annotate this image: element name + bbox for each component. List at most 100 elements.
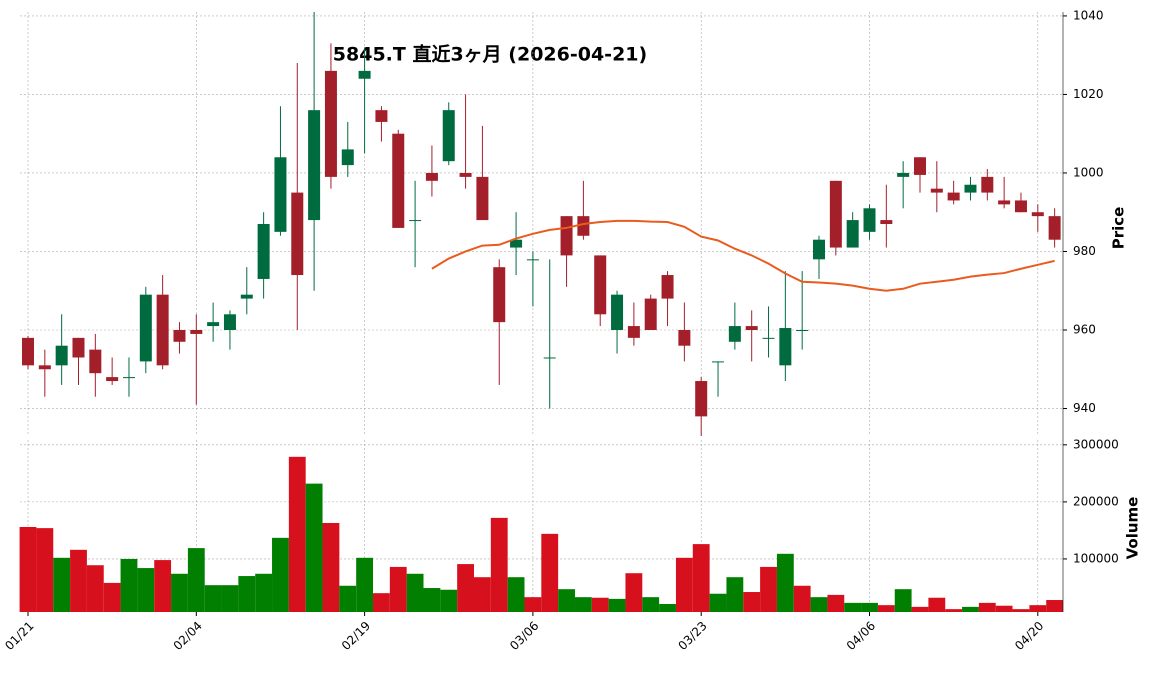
x-tick-label: 04/20 <box>1012 619 1046 653</box>
volume-bar <box>911 606 929 612</box>
volume-bar <box>995 605 1013 612</box>
volume-bar <box>440 589 458 612</box>
volume-bar <box>373 593 390 612</box>
volume-bar <box>288 456 306 612</box>
candle-body <box>291 192 304 276</box>
y-tick-label: 980 <box>1073 244 1096 258</box>
volume-bar <box>524 597 542 612</box>
volume-bar <box>574 597 592 612</box>
chart-title: 5845.T 直近3ヶ月 (2026-04-21) <box>333 43 647 66</box>
candle-body <box>89 349 102 374</box>
candle-body <box>846 220 859 248</box>
volume-bar <box>339 585 357 612</box>
candle-body <box>122 377 135 379</box>
volume-bar <box>137 568 155 612</box>
volume-bar <box>204 585 222 612</box>
volume-bar <box>1046 600 1064 612</box>
candle-body <box>981 176 994 193</box>
candle-body <box>930 188 943 193</box>
candle-body <box>510 239 523 248</box>
volume-bar <box>507 577 525 612</box>
volume-bar <box>120 558 138 612</box>
candle-body <box>1014 200 1027 213</box>
volume-bar <box>356 557 374 612</box>
candle-body <box>543 357 556 359</box>
volume-bar <box>894 589 912 612</box>
moving-average-line <box>431 219 1055 292</box>
volume-bar <box>238 576 256 612</box>
candle-body <box>392 133 405 228</box>
volume-bar <box>709 593 727 612</box>
candle-body <box>728 326 741 342</box>
y-tick-label: 1040 <box>1073 8 1104 22</box>
candle-body <box>964 184 977 193</box>
candle-body <box>476 176 489 221</box>
candle-body <box>425 172 438 181</box>
candle-body <box>577 216 590 236</box>
volume-bar <box>877 605 895 612</box>
volume-bar <box>154 560 172 612</box>
candle-body <box>139 294 152 362</box>
volume-bar <box>675 557 693 612</box>
volume-bar <box>490 517 508 612</box>
y-tick-label: 1020 <box>1073 87 1104 101</box>
candle-body <box>880 220 893 224</box>
volume-bar <box>928 597 946 612</box>
volume-bar <box>221 585 239 612</box>
candle-body <box>223 314 236 330</box>
volume-bar <box>19 526 37 612</box>
x-tick-label: 03/06 <box>507 619 541 653</box>
y-tick-label: 100000 <box>1073 551 1119 565</box>
candle-body <box>998 200 1011 205</box>
volume-bar <box>625 573 643 612</box>
candle-body <box>829 180 842 248</box>
candle-body <box>358 70 371 79</box>
volume-bar <box>305 483 323 612</box>
candle-body <box>308 110 321 221</box>
volume-bar <box>659 604 676 612</box>
candle-body <box>526 259 539 261</box>
candle-body <box>257 224 270 279</box>
candle-body <box>240 294 253 299</box>
candle-body <box>459 172 472 177</box>
volume-bar <box>103 582 121 612</box>
candle-body <box>627 326 640 338</box>
volume-bar <box>406 573 424 612</box>
volume-bar <box>36 528 54 612</box>
x-tick-label: 02/04 <box>171 619 205 653</box>
volume-bar <box>541 533 559 612</box>
volume-bar <box>171 573 188 612</box>
volume-bar <box>642 597 660 612</box>
volume-bar <box>86 565 104 612</box>
candle-body <box>72 337 85 358</box>
volume-bar <box>70 549 87 612</box>
y-tick-label: 300000 <box>1073 437 1119 451</box>
candle-body <box>947 192 960 201</box>
volume-bar <box>272 537 289 612</box>
y-tick-label: 940 <box>1073 401 1096 415</box>
candle-body <box>173 330 186 342</box>
candle-body <box>190 330 203 334</box>
candle-body <box>106 377 119 382</box>
x-tick-label: 02/19 <box>339 619 373 653</box>
candle-body <box>341 149 354 166</box>
volume-bar <box>945 609 963 612</box>
volume-bar <box>793 585 811 612</box>
candle-body <box>644 298 657 330</box>
volume-bar <box>861 602 878 612</box>
volume-bar <box>1029 605 1047 612</box>
candle-body <box>897 172 910 177</box>
volume-bar <box>1012 609 1030 612</box>
candle-body <box>678 330 691 346</box>
volume-bar <box>962 606 979 612</box>
candle-body <box>695 381 708 417</box>
volume-bar <box>558 589 575 612</box>
candle-body <box>611 294 624 330</box>
volume-bar <box>844 602 862 612</box>
volume-bar <box>389 566 407 612</box>
candle-body <box>762 337 775 339</box>
candle-body <box>1048 216 1061 240</box>
volume-bar <box>322 522 340 612</box>
candle-body <box>594 255 607 315</box>
